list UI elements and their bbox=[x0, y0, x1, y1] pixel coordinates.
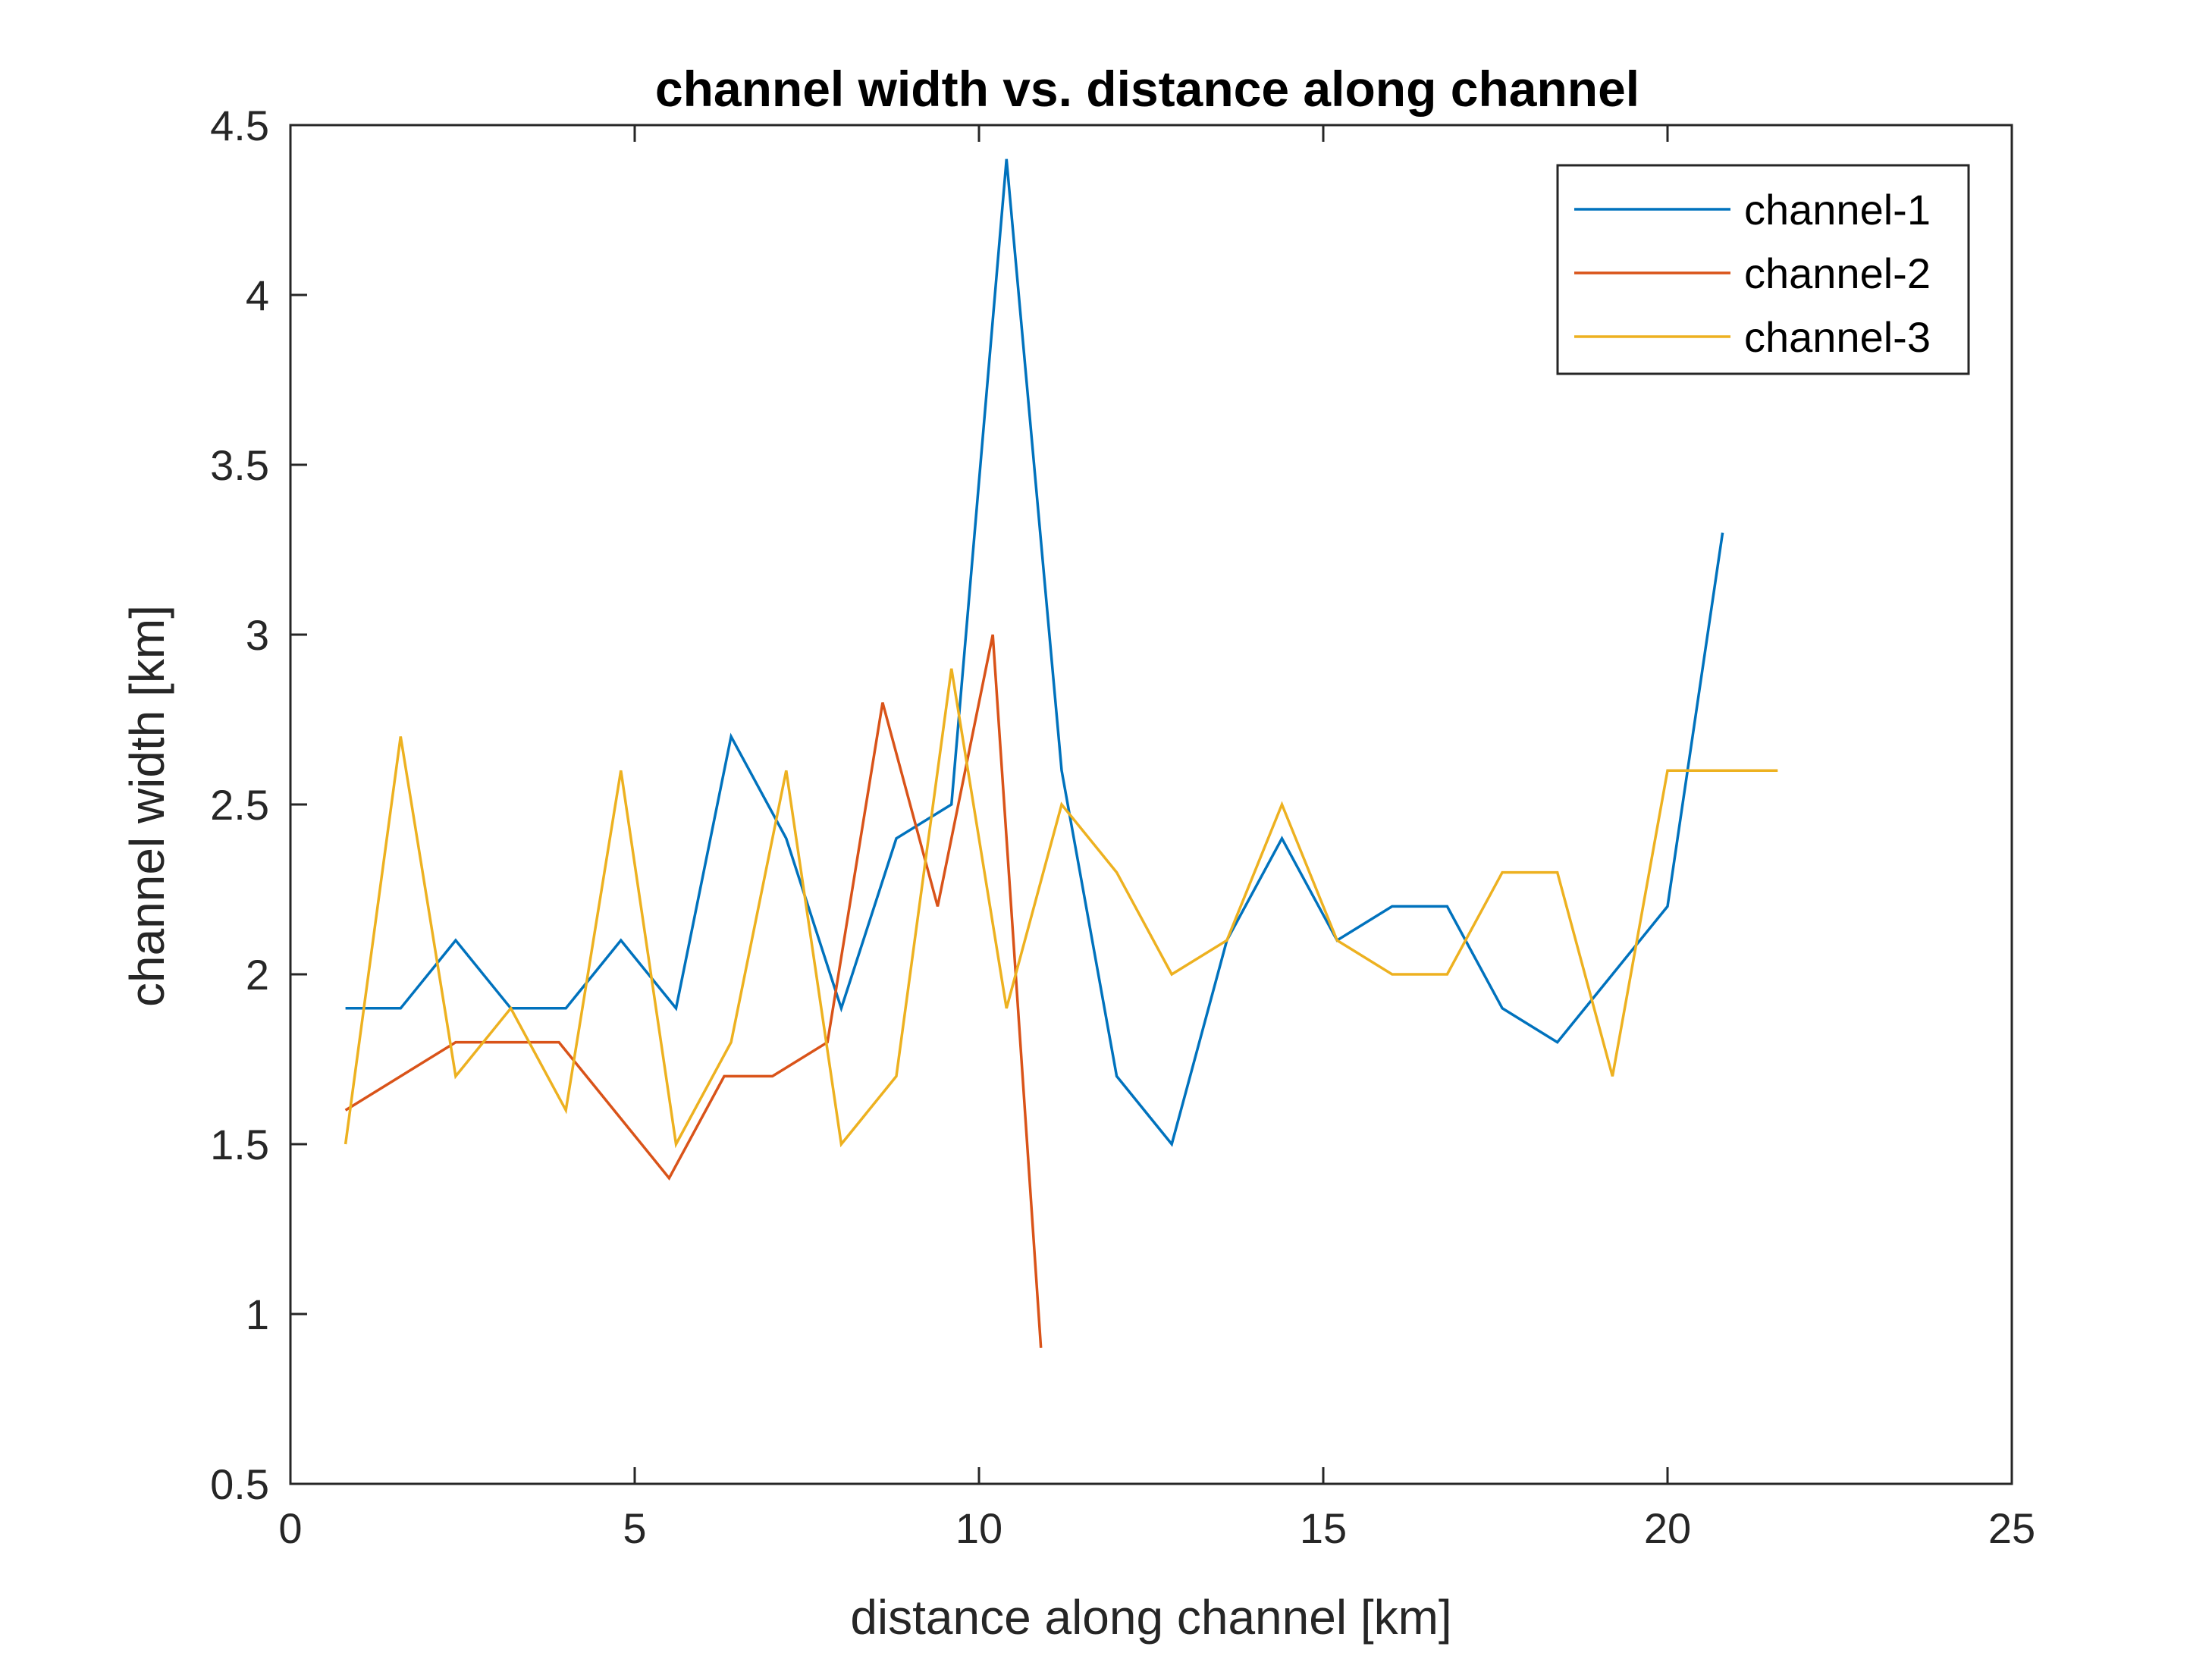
legend-label: channel-3 bbox=[1744, 313, 1931, 361]
y-tick-label: 3.5 bbox=[210, 441, 269, 489]
y-tick-label: 4.5 bbox=[210, 102, 269, 149]
series-line-channel-1 bbox=[345, 158, 1724, 1147]
x-axis-label: distance along channel [km] bbox=[850, 1590, 1451, 1645]
x-tick-label: 5 bbox=[623, 1504, 646, 1552]
y-tick-label: 3 bbox=[246, 611, 269, 659]
x-tick-label: 0 bbox=[278, 1504, 302, 1552]
x-tick-label: 25 bbox=[1988, 1504, 2035, 1552]
chart-title: channel width vs. distance along channel bbox=[655, 61, 1639, 117]
y-tick-label: 1.5 bbox=[210, 1121, 269, 1168]
x-tick-label: 15 bbox=[1300, 1504, 1347, 1552]
legend-entries: channel-1 channel-2 channel-3 bbox=[1574, 186, 1931, 361]
y-tick-label: 0.5 bbox=[210, 1460, 269, 1508]
y-tick-label: 4 bbox=[246, 271, 269, 319]
x-axis-ticks: 0 5 10 15 20 25 bbox=[278, 125, 2035, 1552]
x-tick-label: 20 bbox=[1644, 1504, 1691, 1552]
y-tick-label: 2.5 bbox=[210, 781, 269, 829]
y-axis-ticks: 0.5 1 1.5 2 2.5 3 3.5 4 4.5 bbox=[210, 102, 307, 1508]
legend-label: channel-2 bbox=[1744, 249, 1931, 297]
series-lines bbox=[344, 158, 1778, 1348]
x-tick-label: 10 bbox=[955, 1504, 1002, 1552]
plot-area: 0 5 10 15 20 25 0.5 1 1.5 2 2.5 3 3.5 4 4.5 bbox=[210, 102, 2035, 1552]
legend: channel-1 channel-2 channel-3 bbox=[1556, 164, 1970, 375]
series-line-channel-3 bbox=[344, 668, 1778, 1149]
legend-label: channel-1 bbox=[1744, 186, 1931, 234]
legend-box bbox=[1556, 164, 1970, 375]
y-tick-label: 1 bbox=[246, 1291, 269, 1338]
y-tick-label: 2 bbox=[246, 951, 269, 999]
y-axis-label: channel width [km] bbox=[120, 605, 174, 1007]
series-line-channel-2 bbox=[344, 634, 1043, 1348]
